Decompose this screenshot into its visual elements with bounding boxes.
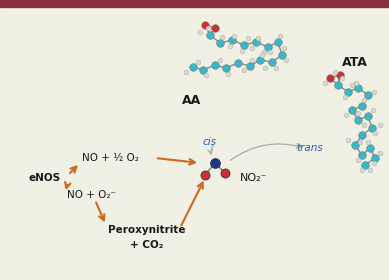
Text: NO + O₂⁻: NO + O₂⁻ [67, 190, 116, 200]
Text: cis: cis [203, 137, 217, 147]
Text: eNOS: eNOS [28, 173, 60, 183]
Text: Peroxynitrite: Peroxynitrite [108, 225, 186, 235]
Text: NO + ½ O₂: NO + ½ O₂ [82, 153, 139, 163]
Bar [0, 0, 389, 7]
Text: NO₂⁻: NO₂⁻ [240, 173, 268, 183]
Text: ATA: ATA [342, 55, 368, 69]
Text: AA: AA [182, 94, 202, 106]
Text: trans: trans [297, 143, 323, 153]
Text: + CO₂: + CO₂ [130, 240, 163, 250]
